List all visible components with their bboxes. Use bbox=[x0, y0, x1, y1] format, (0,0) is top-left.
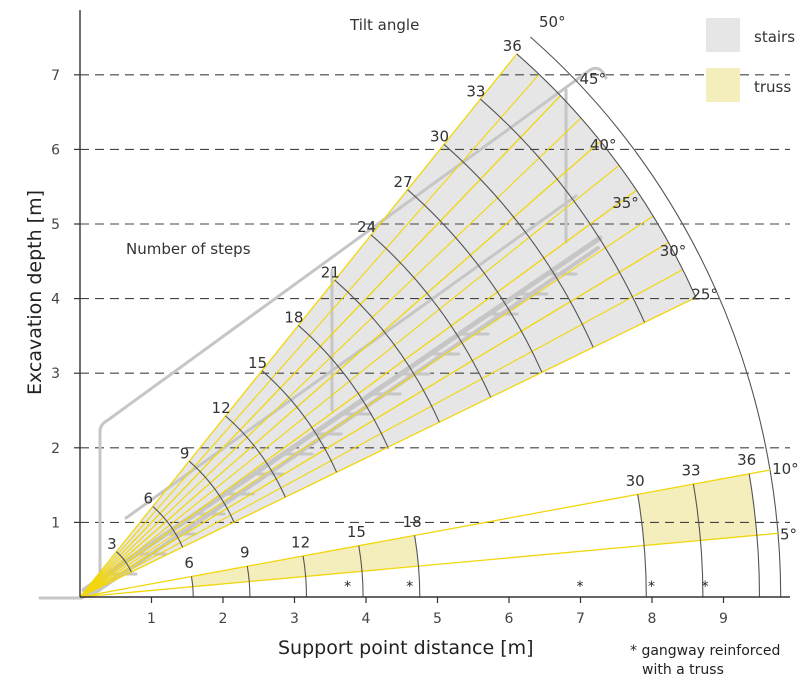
stair-handrail-inner bbox=[124, 194, 578, 520]
tilt-angle-label: 10° bbox=[772, 460, 799, 478]
step-arc bbox=[152, 506, 184, 548]
outer-boundary-arc bbox=[530, 36, 782, 598]
step-count-label: 21 bbox=[321, 263, 340, 281]
y-tick-label: 1 bbox=[51, 515, 60, 531]
truss-step-label: 36 bbox=[737, 451, 756, 469]
step-count-label: 15 bbox=[248, 354, 267, 372]
asterisk-marker: * bbox=[702, 579, 709, 595]
step-arc bbox=[188, 460, 235, 523]
step-arc bbox=[407, 189, 543, 373]
step-count-label: 33 bbox=[466, 82, 485, 100]
step-count-label: 27 bbox=[394, 173, 413, 191]
legend-swatch-truss bbox=[706, 68, 740, 102]
step-arc bbox=[261, 370, 338, 473]
angle-line-truss bbox=[79, 532, 779, 598]
x-axis-title: Support point distance [m] bbox=[278, 637, 534, 659]
step-arc bbox=[334, 279, 440, 423]
truss-step-label: 15 bbox=[347, 523, 366, 541]
tilt-angle-label: 30° bbox=[660, 242, 687, 260]
y-tick-label: 5 bbox=[51, 217, 60, 233]
labels: Tilt angle Number of steps Support point… bbox=[24, 13, 799, 678]
step-arc bbox=[370, 234, 492, 398]
step-count-label: 36 bbox=[503, 37, 522, 55]
step-count-label: 6 bbox=[144, 490, 154, 508]
asterisk-marker: * bbox=[648, 579, 655, 595]
x-tick-label: 3 bbox=[290, 611, 299, 627]
truss-step-arc bbox=[692, 484, 704, 598]
y-axis-title: Excavation depth [m] bbox=[24, 190, 46, 395]
tilt-angle-label: 45° bbox=[580, 70, 607, 88]
steps-caption: Number of steps bbox=[126, 240, 251, 258]
tilt-angle-label: 50° bbox=[539, 13, 566, 31]
truss-step-arc bbox=[637, 494, 647, 598]
step-count-label: 18 bbox=[284, 309, 303, 327]
step-arc bbox=[516, 53, 697, 298]
x-tick-label: 6 bbox=[505, 611, 514, 627]
x-tick-label: 7 bbox=[576, 611, 585, 627]
asterisk-marker: * bbox=[577, 579, 584, 595]
step-arc bbox=[225, 415, 286, 498]
x-tick-label: 2 bbox=[219, 611, 228, 627]
truss-step-label: 33 bbox=[681, 462, 700, 480]
tilt-angle-label: 25° bbox=[691, 285, 718, 303]
legend-label-truss: truss bbox=[754, 78, 791, 96]
step-arc bbox=[298, 324, 389, 448]
angle-line-truss bbox=[79, 469, 771, 598]
legend-label-stairs: stairs bbox=[754, 28, 795, 46]
x-tick-label: 8 bbox=[648, 611, 657, 627]
stair-handrail-outer bbox=[98, 66, 608, 512]
step-count-label: 9 bbox=[180, 444, 190, 462]
step-arc bbox=[480, 98, 646, 323]
footnote-line-1: * gangway reinforced bbox=[630, 643, 780, 659]
legend: stairs truss bbox=[706, 18, 795, 102]
step-count-label: 30 bbox=[430, 128, 449, 146]
x-tick-label: 4 bbox=[362, 611, 371, 627]
truss-step-label: 9 bbox=[240, 544, 250, 562]
tilt-angle-label: 5° bbox=[780, 525, 797, 543]
axes bbox=[74, 10, 790, 603]
x-tick-label: 5 bbox=[433, 611, 442, 627]
stairs-region bbox=[80, 53, 696, 597]
tilt-angle-label: 40° bbox=[590, 136, 617, 154]
step-arc bbox=[443, 143, 594, 348]
step-count-label: 12 bbox=[212, 399, 231, 417]
y-tick-label: 6 bbox=[51, 142, 60, 158]
y-tick-label: 2 bbox=[51, 441, 60, 457]
legend-swatch-stairs bbox=[706, 18, 740, 52]
footnote-line-2: with a truss bbox=[642, 662, 724, 678]
step-count-label: 24 bbox=[357, 218, 376, 236]
tilt-angle-label: 35° bbox=[612, 194, 639, 212]
x-tick-label: 1 bbox=[147, 611, 156, 627]
step-arc bbox=[116, 551, 132, 573]
y-tick-label: 4 bbox=[51, 292, 60, 308]
truss-step-arc bbox=[748, 473, 761, 598]
grid-lines bbox=[80, 74, 790, 523]
truss-step-label: 12 bbox=[291, 533, 310, 551]
truss-step-label: 6 bbox=[184, 554, 194, 572]
asterisk-marker: * bbox=[344, 579, 351, 595]
y-tick-label: 7 bbox=[51, 68, 60, 84]
y-tick-label: 3 bbox=[51, 366, 60, 382]
x-tick-label: 9 bbox=[719, 611, 728, 627]
asterisk-marker: * bbox=[406, 579, 413, 595]
truss-step-label: 30 bbox=[626, 472, 645, 490]
truss-step-label: 18 bbox=[403, 513, 422, 531]
step-count-label: 3 bbox=[107, 535, 117, 553]
chart-top-label: Tilt angle bbox=[349, 16, 419, 34]
